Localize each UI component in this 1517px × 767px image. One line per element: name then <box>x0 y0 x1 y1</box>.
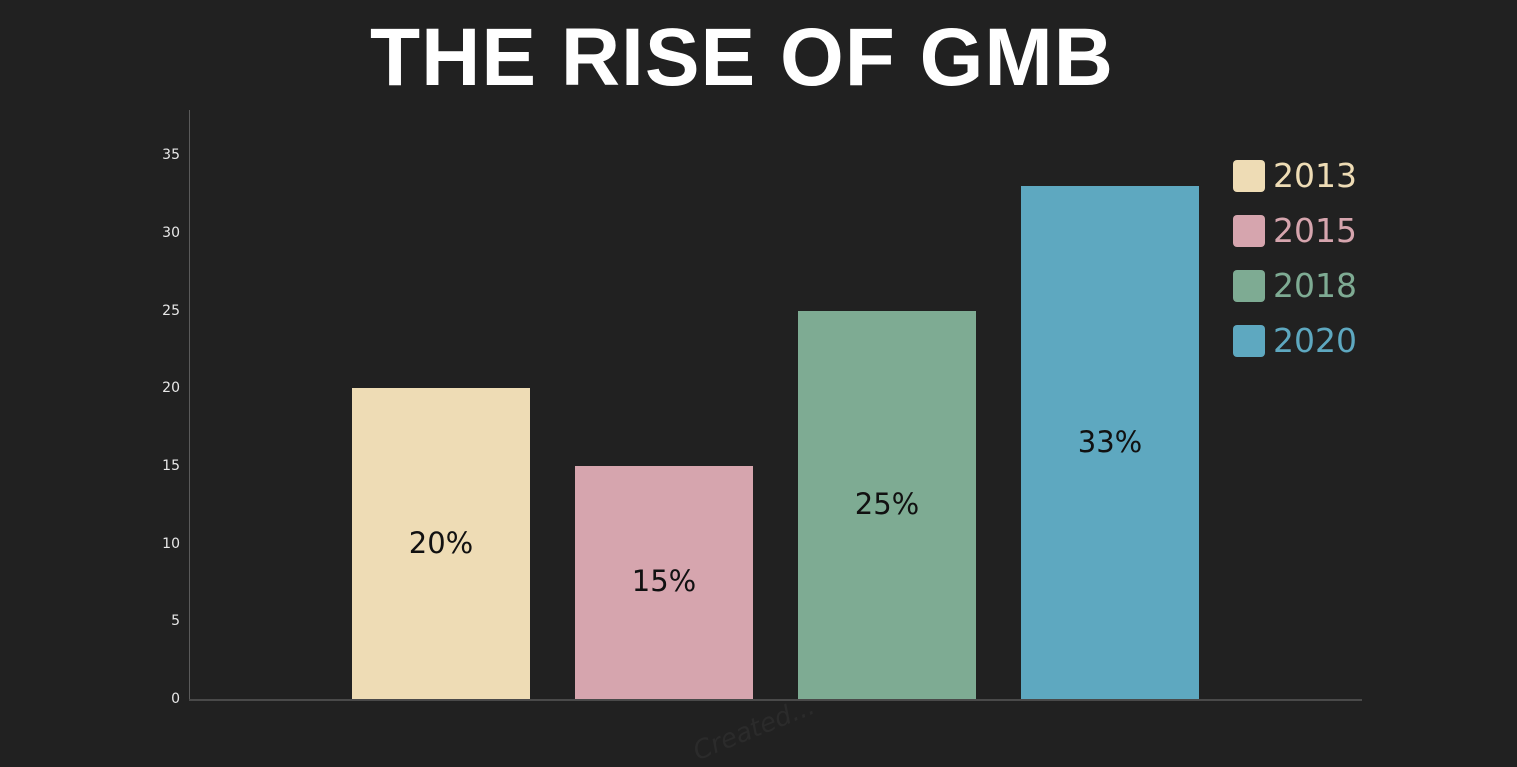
legend-item-2013[interactable]: 2013 <box>1233 148 1357 203</box>
bar-value-label: 15% <box>631 564 697 599</box>
bar-2015[interactable]: 15% <box>575 465 753 699</box>
y-tick-label: 0 <box>171 691 180 707</box>
watermark: Created... <box>689 691 820 767</box>
legend-item-2015[interactable]: 2015 <box>1233 203 1357 258</box>
y-tick-label: 10 <box>162 536 180 552</box>
legend-label: 2020 <box>1273 321 1357 360</box>
y-tick-label: 5 <box>171 613 180 629</box>
legend-swatch <box>1233 159 1265 192</box>
y-tick-label: 25 <box>162 303 180 319</box>
bar-value-label: 25% <box>854 486 920 521</box>
chart-title: THE RISE OF GMB <box>370 12 1114 103</box>
y-axis-line <box>189 110 190 700</box>
legend-label: 2015 <box>1273 211 1357 250</box>
legend-item-2020[interactable]: 2020 <box>1233 313 1357 368</box>
bar-value-label: 33% <box>1077 424 1143 459</box>
legend-swatch <box>1233 324 1265 357</box>
legend-label: 2018 <box>1273 266 1357 305</box>
y-tick-label: 30 <box>162 225 180 241</box>
legend-swatch <box>1233 214 1265 247</box>
bar-2013[interactable]: 20% <box>352 388 530 699</box>
bar-value-label: 20% <box>408 525 474 560</box>
chart-legend: 2013 2015 2018 2020 <box>1233 148 1357 368</box>
bar-2018[interactable]: 25% <box>798 310 976 699</box>
y-tick-label: 20 <box>162 380 180 396</box>
bar-2020[interactable]: 33% <box>1021 186 1199 699</box>
legend-label: 2013 <box>1273 156 1357 195</box>
y-tick-label: 15 <box>162 458 180 474</box>
y-tick-label: 35 <box>162 147 180 163</box>
legend-swatch <box>1233 269 1265 302</box>
x-axis-line <box>189 699 1362 701</box>
legend-item-2018[interactable]: 2018 <box>1233 258 1357 313</box>
